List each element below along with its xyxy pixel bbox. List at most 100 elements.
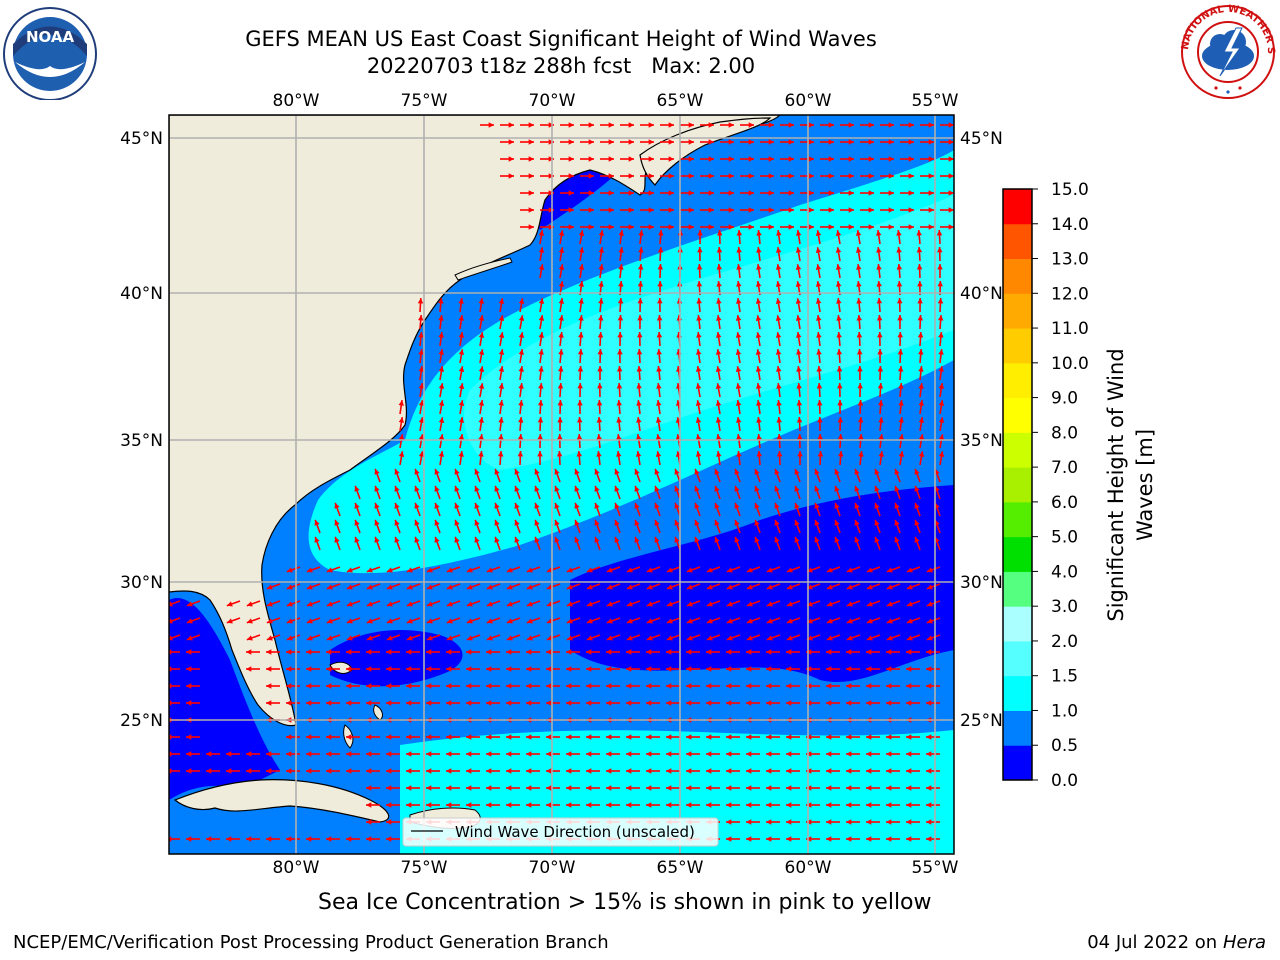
wave-arrow-head bbox=[938, 349, 944, 355]
wave-arrow-head bbox=[374, 468, 380, 475]
wave-arrow-head bbox=[466, 618, 473, 624]
wave-arrow-head bbox=[486, 584, 493, 590]
wave-arrow-head bbox=[646, 802, 652, 808]
wave-arrow-head bbox=[534, 468, 540, 475]
wave-arrow-head bbox=[794, 536, 800, 543]
wave-arrow-head bbox=[666, 666, 672, 672]
wave-arrow-head bbox=[674, 502, 680, 509]
wave-arrow-head bbox=[508, 156, 514, 162]
wave-arrow-head bbox=[586, 751, 592, 757]
wave-arrow-head bbox=[606, 601, 613, 607]
axis-labels: 80°W 75°W 70°W 65°W 60°W 55°W 80°W 75°W … bbox=[120, 91, 1003, 878]
wave-arrow-head bbox=[835, 230, 842, 236]
wave-arrow-head bbox=[938, 434, 945, 440]
wave-arrow-head bbox=[597, 315, 604, 321]
wave-arrow-head bbox=[878, 434, 884, 440]
wave-arrow-head bbox=[596, 451, 602, 457]
wave-arrow-head bbox=[655, 451, 662, 457]
wave-arrow-head bbox=[418, 434, 425, 440]
wave-arrow-head bbox=[756, 417, 762, 423]
wave-arrow-head bbox=[334, 536, 340, 543]
wave-arrow-head bbox=[406, 751, 412, 757]
wave-arrow-head bbox=[426, 785, 432, 791]
wave-arrow-head bbox=[937, 247, 943, 253]
wave-arrow-head bbox=[588, 156, 594, 162]
wave-arrow-head bbox=[716, 315, 722, 321]
wave-arrow-head bbox=[206, 768, 212, 774]
wave-arrow-head bbox=[736, 247, 742, 253]
map-panel bbox=[169, 115, 954, 854]
wave-arrow-head bbox=[826, 649, 832, 655]
wave-arrow-head bbox=[538, 332, 544, 338]
wave-arrow-head bbox=[948, 224, 954, 230]
wave-arrow-head bbox=[906, 666, 912, 672]
wave-arrow-head bbox=[366, 836, 372, 842]
wave-arrow-head bbox=[226, 751, 232, 757]
wave-arrow-head bbox=[726, 734, 732, 740]
wave-arrow-head bbox=[746, 584, 753, 590]
wave-arrow-head bbox=[716, 451, 722, 457]
wave-arrow-head bbox=[674, 519, 680, 526]
wave-arrow-head bbox=[926, 751, 932, 757]
wave-arrow-head bbox=[606, 567, 613, 573]
wave-arrow-head bbox=[406, 567, 413, 573]
wave-arrow-head bbox=[786, 618, 793, 624]
wave-arrow-head bbox=[868, 156, 874, 162]
wave-arrow-head bbox=[326, 618, 333, 624]
wave-arrow-head bbox=[528, 173, 534, 179]
wave-arrow-head bbox=[386, 649, 392, 655]
wave-arrow-head bbox=[366, 819, 372, 825]
wave-arrow-head bbox=[877, 366, 884, 372]
wave-arrow-head bbox=[874, 519, 880, 526]
wave-arrow-head bbox=[526, 785, 532, 791]
wave-arrow-head bbox=[637, 281, 644, 287]
wave-arrow-head bbox=[816, 366, 822, 372]
wave-arrow-head bbox=[795, 230, 802, 236]
gridlines bbox=[169, 115, 954, 854]
wave-arrow-head bbox=[566, 683, 572, 689]
wave-arrow-head bbox=[616, 451, 622, 457]
wave-arrow-head bbox=[498, 349, 505, 355]
wave-arrow-head bbox=[558, 230, 565, 236]
wave-arrow-head bbox=[434, 536, 440, 543]
wave-arrow-head bbox=[828, 173, 834, 179]
land-long-island bbox=[454, 257, 513, 281]
wave-arrow-head bbox=[486, 802, 492, 808]
wave-arrow-head bbox=[466, 785, 472, 791]
wave-arrow-head bbox=[674, 485, 680, 492]
wave-arrow-head bbox=[186, 768, 192, 774]
wave-arrow-head bbox=[426, 584, 433, 590]
wave-arrow-head bbox=[695, 434, 702, 440]
wave-band-low-east bbox=[570, 485, 954, 683]
wave-arrow-head bbox=[886, 836, 892, 842]
wave-arrow-head bbox=[866, 618, 873, 624]
wave-arrow-head bbox=[726, 618, 733, 624]
wave-arrow-head bbox=[577, 400, 583, 406]
wave-arrow-head bbox=[566, 768, 572, 774]
wave-arrow-head bbox=[626, 649, 632, 655]
wave-arrow-head bbox=[734, 485, 740, 492]
wave-arrow-head bbox=[756, 451, 763, 457]
wave-arrow-head bbox=[914, 536, 920, 543]
wave-arrow-head bbox=[526, 666, 532, 672]
wave-arrow-head bbox=[846, 601, 853, 607]
wave-arrow-head bbox=[306, 683, 312, 689]
wave-arrow-head bbox=[514, 485, 520, 492]
wave-arrow-head bbox=[654, 502, 660, 509]
wave-arrow-head bbox=[855, 230, 862, 236]
wave-arrow-head bbox=[608, 207, 614, 213]
wave-arrow-head bbox=[666, 618, 673, 624]
wave-arrow-head bbox=[286, 649, 292, 655]
wave-arrow-head bbox=[558, 366, 564, 372]
colorbar-segment bbox=[1003, 362, 1032, 399]
wave-arrow-head bbox=[446, 683, 452, 689]
colorbar-tick-label: 2.0 bbox=[1051, 632, 1078, 652]
wave-arrow-head bbox=[608, 190, 614, 196]
wave-arrow-head bbox=[374, 536, 380, 543]
wave-arrow-head bbox=[438, 366, 445, 372]
wave-arrow-head bbox=[854, 519, 860, 526]
wave-arrow-head bbox=[617, 332, 623, 338]
wave-arrow-head bbox=[518, 417, 524, 423]
wave-arrow-head bbox=[526, 649, 532, 655]
wave-arrow-head bbox=[346, 618, 353, 624]
